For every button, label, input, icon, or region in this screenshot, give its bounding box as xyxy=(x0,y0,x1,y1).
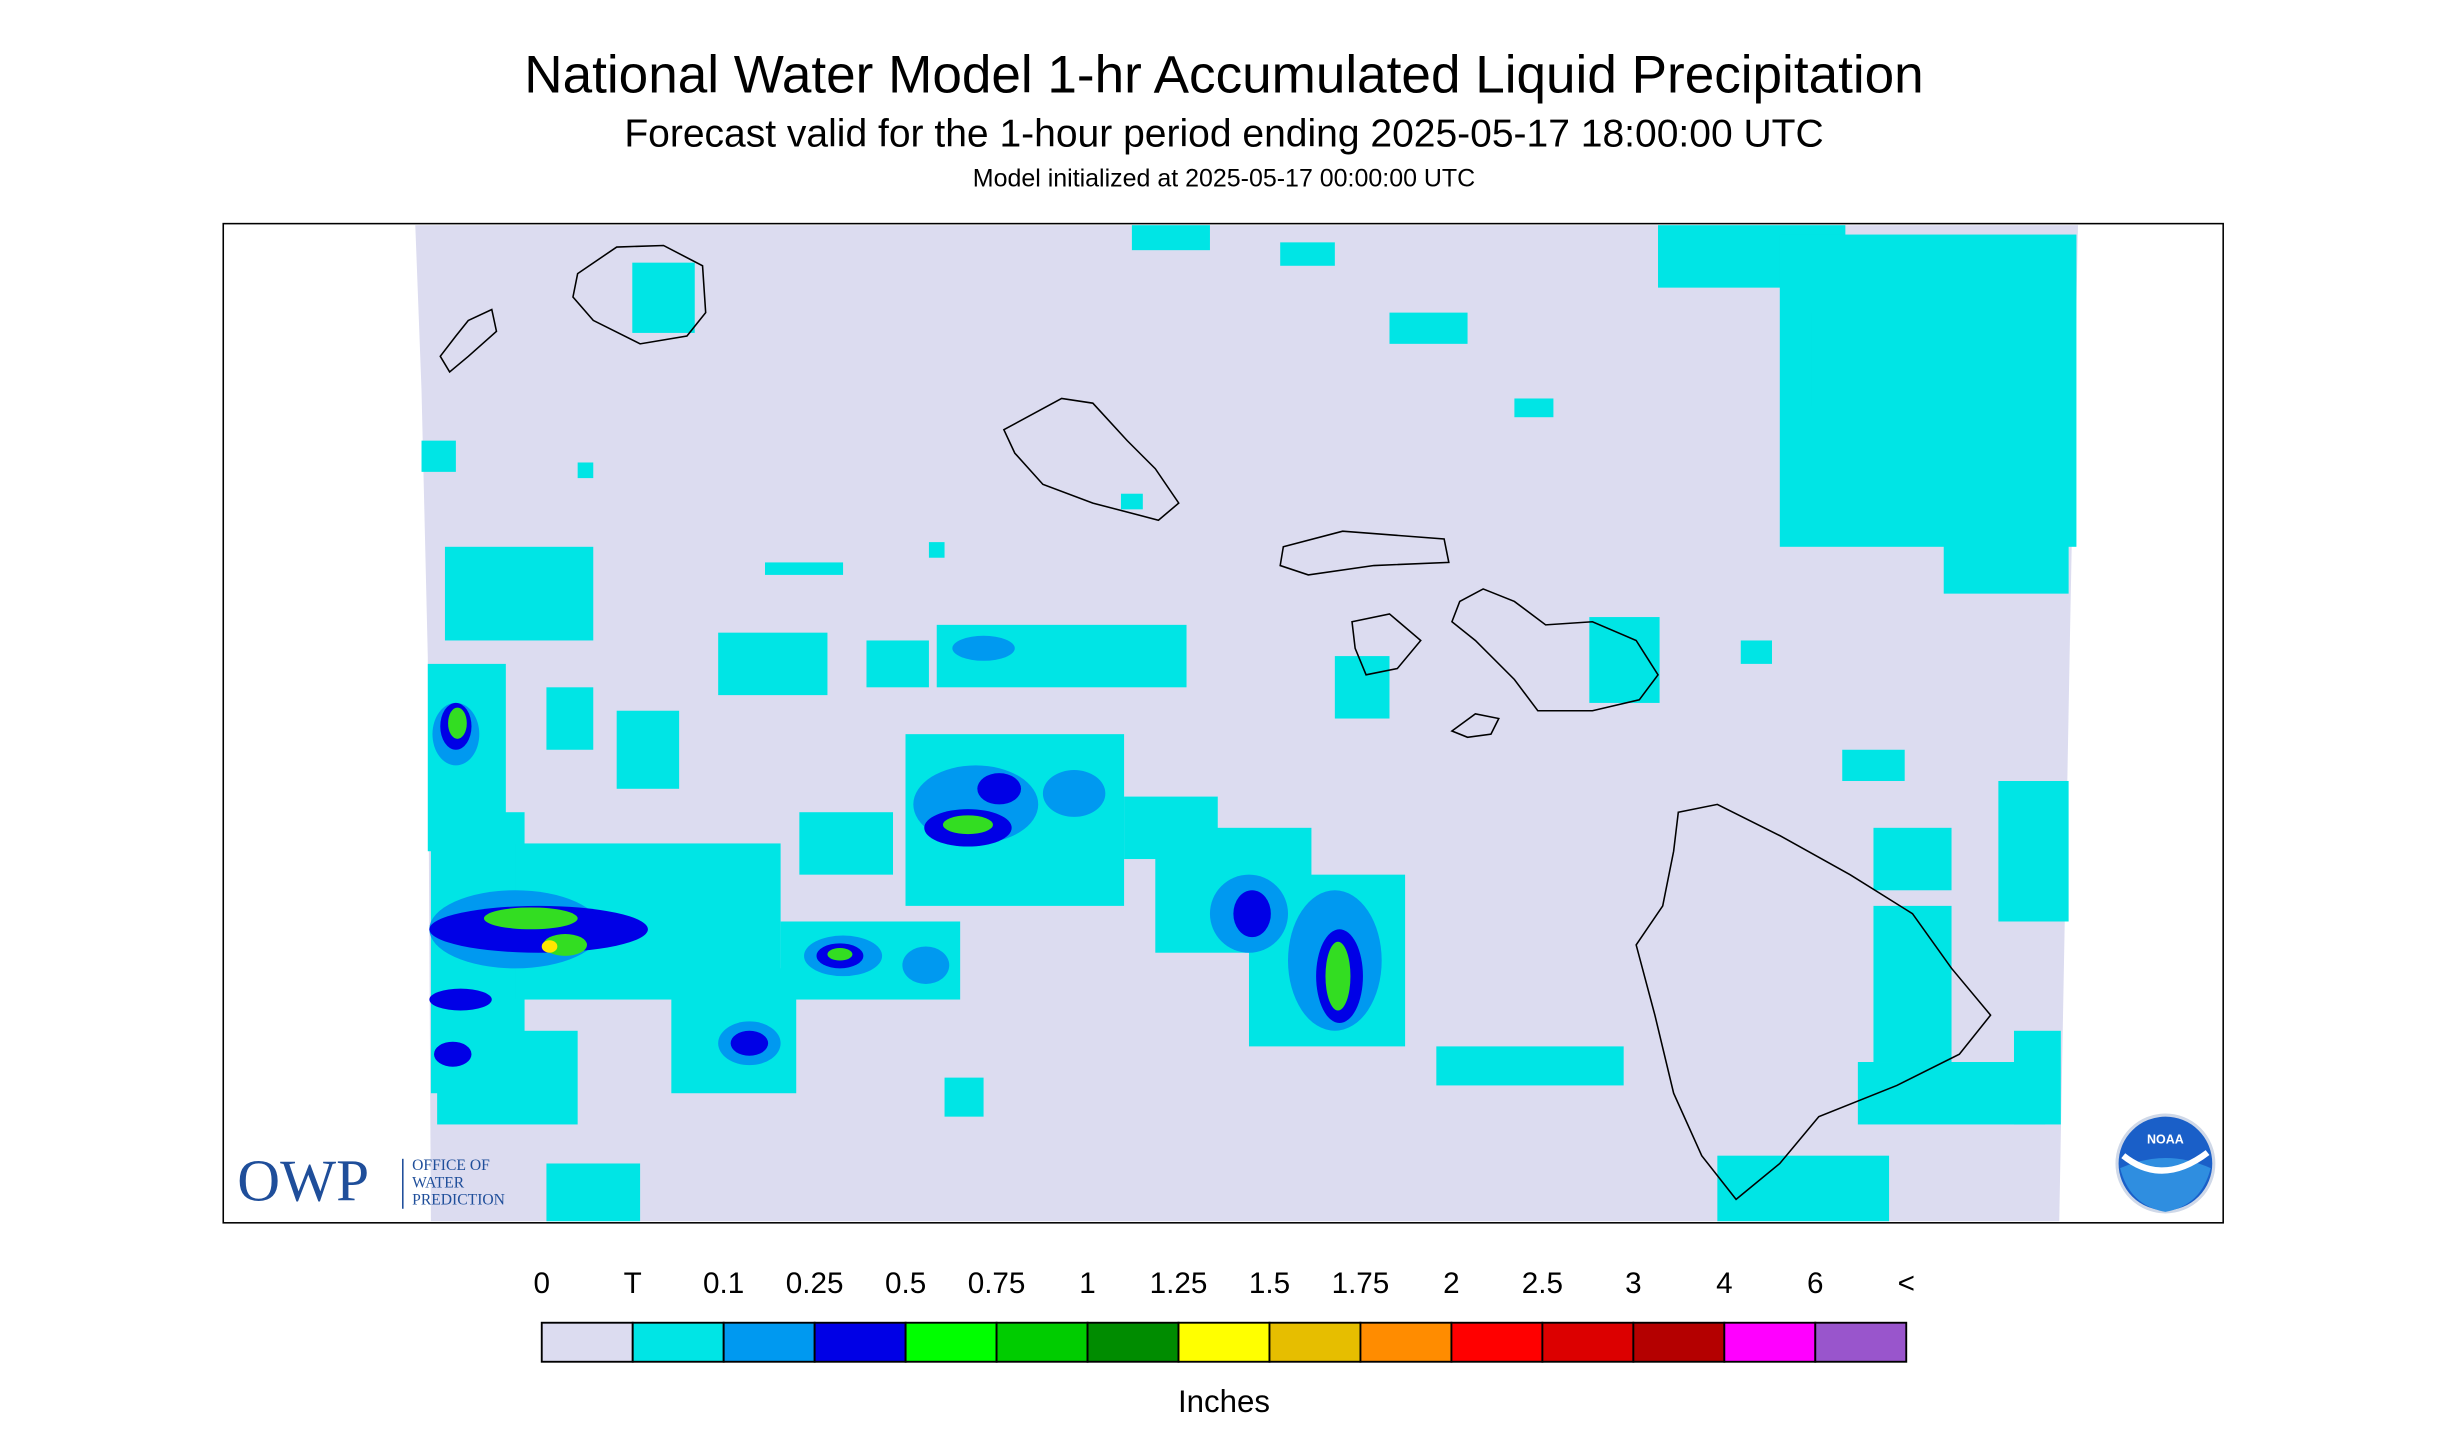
owp-line: OFFICE OF xyxy=(412,1157,490,1174)
legend-label: 2.5 xyxy=(1522,1267,1563,1300)
legend-label: < xyxy=(1898,1267,1915,1300)
init-time: Model initialized at 2025-05-17 00:00:00… xyxy=(973,165,1475,193)
legend-label: 1 xyxy=(1079,1267,1096,1300)
legend-label: 2 xyxy=(1443,1267,1459,1300)
islands xyxy=(439,244,1992,1201)
legend-swatch xyxy=(1177,1321,1271,1363)
legend-swatch xyxy=(995,1321,1089,1363)
legend-swatch xyxy=(904,1321,998,1363)
legend-swatch xyxy=(631,1321,725,1363)
legend-swatch xyxy=(1359,1321,1453,1363)
legend-swatch xyxy=(1814,1321,1908,1363)
legend-swatch xyxy=(813,1321,907,1363)
legend-swatch xyxy=(1450,1321,1544,1363)
precip-heavy xyxy=(429,635,1382,1067)
legend-label: 0 xyxy=(533,1267,550,1300)
legend-swatch xyxy=(1723,1321,1817,1363)
owp-logo-text: OWP xyxy=(237,1148,369,1214)
legend-swatch xyxy=(1086,1321,1180,1363)
legend-swatch xyxy=(540,1321,634,1363)
owp-line: PREDICTION xyxy=(412,1192,505,1209)
owp-logo: OWP OFFICE OF WATER PREDICTION xyxy=(237,1148,505,1214)
legend-label: 0.1 xyxy=(703,1267,744,1300)
legend-swatch xyxy=(1541,1321,1635,1363)
legend: 0 T 0.1 0.25 0.5 0.75 1 1.25 1.5 1.75 2 2.5 3 4 6 < xyxy=(533,1267,1915,1363)
title: National Water Model 1-hr Accumulated Li… xyxy=(524,45,1923,104)
legend-label: 6 xyxy=(1807,1267,1823,1300)
legend-label: T xyxy=(624,1267,642,1300)
legend-label: 4 xyxy=(1716,1267,1733,1300)
legend-label: 1.75 xyxy=(1332,1267,1390,1300)
owp-line: WATER xyxy=(412,1174,465,1191)
noaa-text: NOAA xyxy=(2147,1132,2184,1146)
subtitle: Forecast valid for the 1-hour period end… xyxy=(624,113,1823,156)
legend-swatch xyxy=(722,1321,816,1363)
legend-swatch xyxy=(1632,1321,1726,1363)
legend-label: 0.75 xyxy=(968,1267,1026,1300)
legend-unit: Inches xyxy=(1178,1384,1270,1419)
noaa-logo: NOAA xyxy=(2115,1113,2216,1214)
legend-label: 1.25 xyxy=(1150,1267,1208,1300)
legend-label: 3 xyxy=(1625,1267,1642,1300)
legend-swatch xyxy=(1268,1321,1362,1363)
legend-label: 1.5 xyxy=(1249,1267,1290,1300)
map: OWP OFFICE OF WATER PREDICTION NOAA xyxy=(222,222,2224,1224)
legend-label: 0.25 xyxy=(786,1267,844,1300)
legend-label: 0.5 xyxy=(885,1267,926,1300)
